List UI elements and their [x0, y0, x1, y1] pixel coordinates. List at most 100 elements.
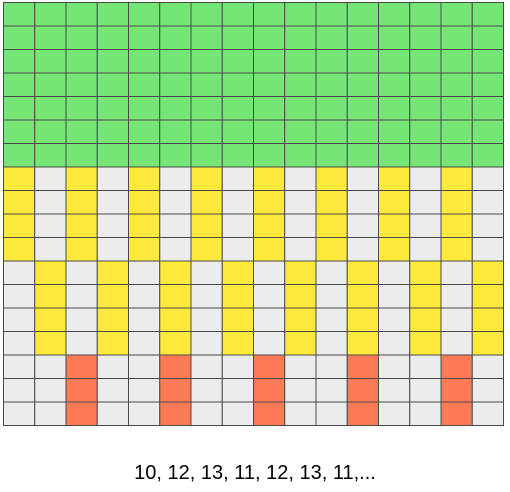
red-cell [346, 401, 379, 426]
green-cell [128, 2, 161, 27]
empty-cell [346, 166, 379, 191]
red-cell [346, 354, 379, 379]
red-cell [253, 354, 286, 379]
green-cell [315, 96, 348, 121]
yellow-cell [65, 190, 98, 215]
green-cell [96, 96, 129, 121]
empty-cell [65, 331, 98, 356]
green-cell [284, 49, 317, 74]
empty-cell [190, 260, 223, 285]
green-cell [128, 25, 161, 50]
yellow-cell [3, 213, 36, 238]
green-cell [221, 143, 254, 168]
yellow-cell [3, 166, 36, 191]
empty-cell [128, 401, 161, 426]
green-cell [253, 143, 286, 168]
yellow-cell [284, 260, 317, 285]
empty-cell [409, 213, 442, 238]
empty-cell [409, 354, 442, 379]
green-cell [34, 96, 67, 121]
green-cell [253, 49, 286, 74]
empty-cell [440, 260, 473, 285]
green-cell [315, 49, 348, 74]
yellow-cell [159, 260, 192, 285]
green-cell [190, 119, 223, 144]
red-cell [65, 354, 98, 379]
green-cell [315, 119, 348, 144]
empty-cell [34, 237, 67, 262]
empty-cell [346, 190, 379, 215]
green-cell [65, 143, 98, 168]
green-cell [346, 143, 379, 168]
yellow-cell [34, 331, 67, 356]
green-cell [440, 72, 473, 97]
empty-cell [190, 331, 223, 356]
green-cell [190, 96, 223, 121]
empty-cell [34, 354, 67, 379]
empty-cell [128, 307, 161, 332]
green-cell [409, 143, 442, 168]
empty-cell [128, 331, 161, 356]
yellow-cell [34, 284, 67, 309]
empty-cell [284, 190, 317, 215]
green-cell [128, 49, 161, 74]
green-cell [159, 96, 192, 121]
red-cell [65, 378, 98, 403]
green-cell [409, 49, 442, 74]
red-cell [253, 378, 286, 403]
green-cell [96, 72, 129, 97]
yellow-cell [378, 190, 411, 215]
yellow-cell [253, 190, 286, 215]
green-cell [315, 143, 348, 168]
empty-cell [378, 378, 411, 403]
green-cell [159, 2, 192, 27]
grid-svg [3, 2, 504, 426]
empty-cell [284, 401, 317, 426]
yellow-cell [284, 307, 317, 332]
empty-cell [471, 354, 504, 379]
green-cell [3, 49, 36, 74]
yellow-cell [346, 307, 379, 332]
green-cell [190, 2, 223, 27]
yellow-cell [221, 260, 254, 285]
empty-cell [34, 378, 67, 403]
yellow-cell [128, 213, 161, 238]
empty-cell [253, 331, 286, 356]
yellow-cell [65, 166, 98, 191]
empty-cell [253, 260, 286, 285]
empty-cell [159, 237, 192, 262]
green-cell [65, 2, 98, 27]
green-cell [409, 25, 442, 50]
empty-cell [284, 237, 317, 262]
red-cell [253, 401, 286, 426]
empty-cell [221, 213, 254, 238]
red-cell [440, 401, 473, 426]
empty-cell [221, 237, 254, 262]
green-cell [159, 25, 192, 50]
yellow-cell [346, 260, 379, 285]
green-cell [65, 96, 98, 121]
green-cell [34, 72, 67, 97]
yellow-cell [221, 331, 254, 356]
empty-cell [3, 331, 36, 356]
green-cell [190, 72, 223, 97]
yellow-cell [440, 190, 473, 215]
yellow-cell [3, 237, 36, 262]
green-cell [409, 119, 442, 144]
green-cell [221, 25, 254, 50]
empty-cell [221, 378, 254, 403]
empty-cell [65, 284, 98, 309]
green-cell [65, 25, 98, 50]
empty-cell [159, 213, 192, 238]
green-cell [440, 143, 473, 168]
empty-cell [221, 166, 254, 191]
green-cell [378, 96, 411, 121]
empty-cell [409, 378, 442, 403]
empty-cell [3, 378, 36, 403]
empty-cell [3, 284, 36, 309]
empty-cell [96, 354, 129, 379]
yellow-cell [315, 237, 348, 262]
empty-cell [315, 331, 348, 356]
empty-cell [284, 378, 317, 403]
sequence-caption: 10, 12, 13, 11, 12, 13, 11,... [134, 462, 376, 484]
